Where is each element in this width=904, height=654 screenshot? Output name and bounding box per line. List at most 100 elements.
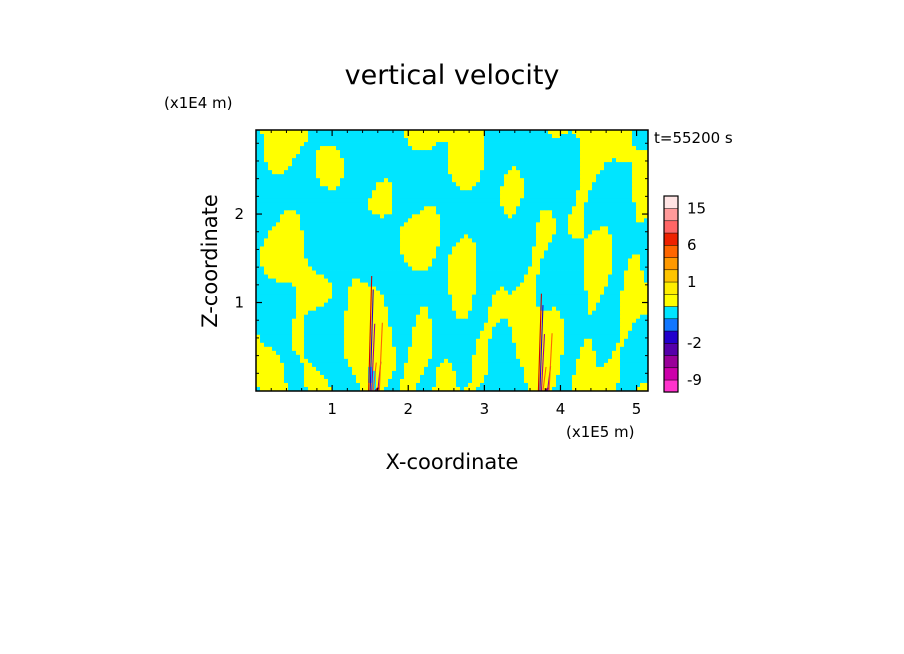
field-cell [348,282,353,287]
field-cell [348,310,353,316]
field-cell [524,262,529,267]
field-cell [328,266,333,271]
field-cell [456,314,461,320]
field-cell [336,254,341,259]
field-cell [316,142,321,147]
field-cell [316,326,321,332]
field-cell [520,202,525,207]
field-cell [416,194,421,199]
field-cell [256,290,261,296]
field-cell [420,174,425,179]
field-cell [392,258,397,263]
field-cell [528,166,533,171]
field-cell [632,130,637,135]
field-cell [588,194,593,199]
field-cell [380,290,385,296]
field-cell [460,202,465,207]
field-cell [424,134,429,139]
field-cell [404,234,409,239]
field-cell [276,290,281,296]
field-cell [320,162,325,167]
field-cell [500,290,505,296]
field-cell [444,214,449,219]
field-cell [540,134,545,139]
field-cell [600,226,605,231]
field-cell [420,278,425,283]
field-cell [556,282,561,287]
field-cell [628,266,633,271]
field-cell [412,178,417,183]
field-cell [388,274,393,279]
field-cell [592,178,597,183]
field-cell [364,326,369,332]
field-cell [440,326,445,332]
field-cell [484,222,489,227]
field-cell [548,134,553,139]
field-cell [636,242,641,247]
field-cell [396,194,401,199]
field-cell [448,282,453,287]
field-cell [356,190,361,195]
field-cell [376,278,381,283]
field-cell [288,310,293,316]
field-cell [452,242,457,247]
field-cell [360,162,365,167]
field-cell [556,302,561,308]
field-cell [484,150,489,155]
field-cell [532,146,537,151]
field-cell [356,174,361,179]
field-cell [532,270,537,275]
field-cell [280,238,285,243]
field-cell [368,218,373,223]
field-cell [408,190,413,195]
field-cell [360,182,365,187]
field-cell [436,210,441,215]
field-cell [432,150,437,155]
field-cell [400,330,405,336]
field-cell [452,270,457,275]
field-cell [316,298,321,304]
field-cell [292,258,297,263]
field-cell [508,178,513,183]
field-cell [584,146,589,151]
field-cell [296,174,301,179]
field-cell [376,194,381,199]
field-cell [332,314,337,320]
field-cell [472,150,477,155]
field-cell [472,278,477,283]
field-cell [476,262,481,267]
field-cell [468,166,473,171]
field-cell [264,166,269,171]
field-cell [640,194,645,199]
field-cell [616,246,621,251]
field-cell [512,258,517,263]
field-cell [584,282,589,287]
field-cell [432,178,437,183]
field-cell [608,150,613,155]
field-cell [540,198,545,203]
field-cell [456,210,461,215]
field-cell [380,294,385,300]
field-cell [596,250,601,255]
field-cell [436,170,441,175]
field-cell [332,254,337,259]
field-cell [260,250,265,255]
field-cell [320,282,325,287]
field-cell [596,170,601,175]
field-cell [552,174,557,179]
field-cell [600,258,605,263]
field-cell [504,186,509,191]
field-cell [436,146,441,151]
field-cell [440,218,445,223]
field-cell [404,282,409,287]
field-cell [612,214,617,219]
field-cell [468,190,473,195]
field-cell [440,154,445,159]
field-cell [496,150,501,155]
field-cell [524,146,529,151]
field-cell [348,278,353,283]
field-cell [408,166,413,171]
field-cell [452,234,457,239]
field-cell [488,274,493,279]
field-cell [336,166,341,171]
